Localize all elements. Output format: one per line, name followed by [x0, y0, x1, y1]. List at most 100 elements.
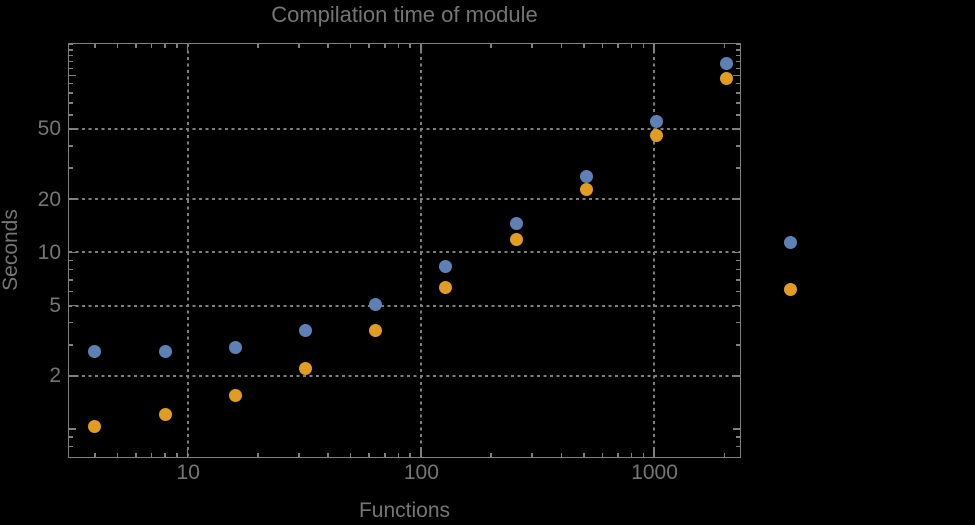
y-tick	[68, 54, 73, 57]
legend-marker-2	[783, 282, 797, 296]
y-tick	[68, 290, 73, 293]
y-tick	[735, 436, 740, 438]
y-tick	[735, 445, 740, 447]
y-tick	[735, 279, 740, 281]
data-point-orange	[158, 407, 172, 421]
data-point-blue	[158, 344, 172, 358]
data-point-blue	[369, 297, 383, 311]
y-tick	[735, 60, 740, 63]
y-tick	[68, 128, 76, 130]
y-tick-label-2: 2	[49, 364, 61, 388]
x-tick	[176, 452, 178, 457]
gridline-y-50	[68, 127, 740, 130]
data-point-orange	[228, 389, 242, 403]
data-point-orange	[649, 128, 663, 142]
x-tick	[642, 452, 645, 457]
y-tick	[68, 259, 73, 262]
y-tick	[68, 344, 73, 346]
data-point-orange	[579, 182, 593, 196]
x-tick	[560, 452, 563, 457]
y-tick	[68, 304, 76, 307]
x-tick	[298, 452, 300, 457]
data-point-blue	[228, 340, 242, 354]
x-tick-label-1000: 1000	[631, 461, 678, 484]
x-tick	[368, 452, 370, 457]
y-tick-label-10: 10	[37, 240, 61, 264]
x-tick	[116, 43, 119, 48]
y-tick	[732, 428, 740, 430]
y-tick	[68, 321, 73, 324]
x-tick	[150, 43, 153, 48]
y-tick	[735, 92, 740, 94]
data-point-orange	[439, 281, 453, 295]
gridline-x-1000	[653, 43, 656, 457]
y-tick	[68, 445, 73, 447]
plot-area	[67, 42, 741, 458]
data-point-orange	[88, 420, 102, 434]
gridline-y-5	[68, 304, 740, 307]
y-tick-label-50: 50	[37, 117, 61, 141]
x-tick	[723, 452, 725, 457]
x-tick	[420, 43, 422, 51]
y-tick-label-5: 5	[49, 294, 61, 318]
gridline-y-20	[68, 198, 740, 201]
data-point-blue	[299, 324, 313, 338]
y-tick	[68, 268, 73, 271]
y-tick	[68, 102, 73, 104]
y-tick	[735, 290, 740, 293]
y-tick	[68, 198, 76, 200]
x-tick	[349, 452, 352, 457]
x-tick	[94, 452, 96, 457]
x-tick	[164, 43, 166, 48]
y-tick	[735, 268, 740, 271]
x-tick	[617, 452, 619, 457]
data-point-orange	[509, 232, 523, 246]
y-tick	[732, 375, 740, 377]
x-tick	[298, 43, 300, 48]
gridline-y-10	[68, 251, 740, 254]
x-tick	[531, 43, 533, 48]
x-tick	[723, 43, 725, 48]
y-tick	[68, 82, 73, 85]
x-tick	[327, 43, 329, 48]
x-tick	[630, 43, 633, 48]
data-point-blue	[439, 260, 453, 274]
y-tick	[735, 49, 740, 51]
y-tick	[735, 43, 740, 46]
x-tick	[409, 452, 411, 457]
x-tick-label-10: 10	[176, 461, 200, 484]
y-tick	[732, 198, 740, 200]
x-tick	[327, 452, 329, 457]
x-tick	[384, 452, 386, 457]
x-tick	[94, 43, 96, 48]
x-tick	[186, 449, 189, 457]
x-tick	[384, 43, 386, 48]
data-point-blue	[720, 57, 734, 71]
x-tick	[257, 43, 259, 48]
y-tick	[735, 167, 740, 169]
y-tick	[68, 67, 73, 70]
x-tick	[150, 452, 153, 457]
x-tick-label-100: 100	[403, 461, 439, 484]
x-tick	[601, 43, 604, 48]
y-tick	[68, 43, 73, 46]
y-tick	[68, 49, 73, 51]
data-point-blue	[649, 115, 663, 129]
gridline-x-10	[186, 43, 189, 457]
x-tick	[176, 43, 178, 48]
y-tick	[68, 92, 73, 94]
data-point-orange	[369, 324, 383, 338]
x-tick	[135, 43, 137, 48]
x-tick	[583, 43, 585, 48]
x-tick	[630, 452, 633, 457]
x-tick	[653, 43, 655, 51]
y-tick	[68, 74, 76, 77]
y-tick-label-20: 20	[37, 187, 61, 211]
chart-title: Compilation time of module	[271, 2, 538, 27]
y-tick	[732, 128, 740, 130]
x-tick	[368, 43, 370, 48]
x-tick	[583, 452, 585, 457]
y-tick	[68, 114, 73, 116]
y-tick	[735, 344, 740, 346]
x-tick	[409, 43, 411, 48]
